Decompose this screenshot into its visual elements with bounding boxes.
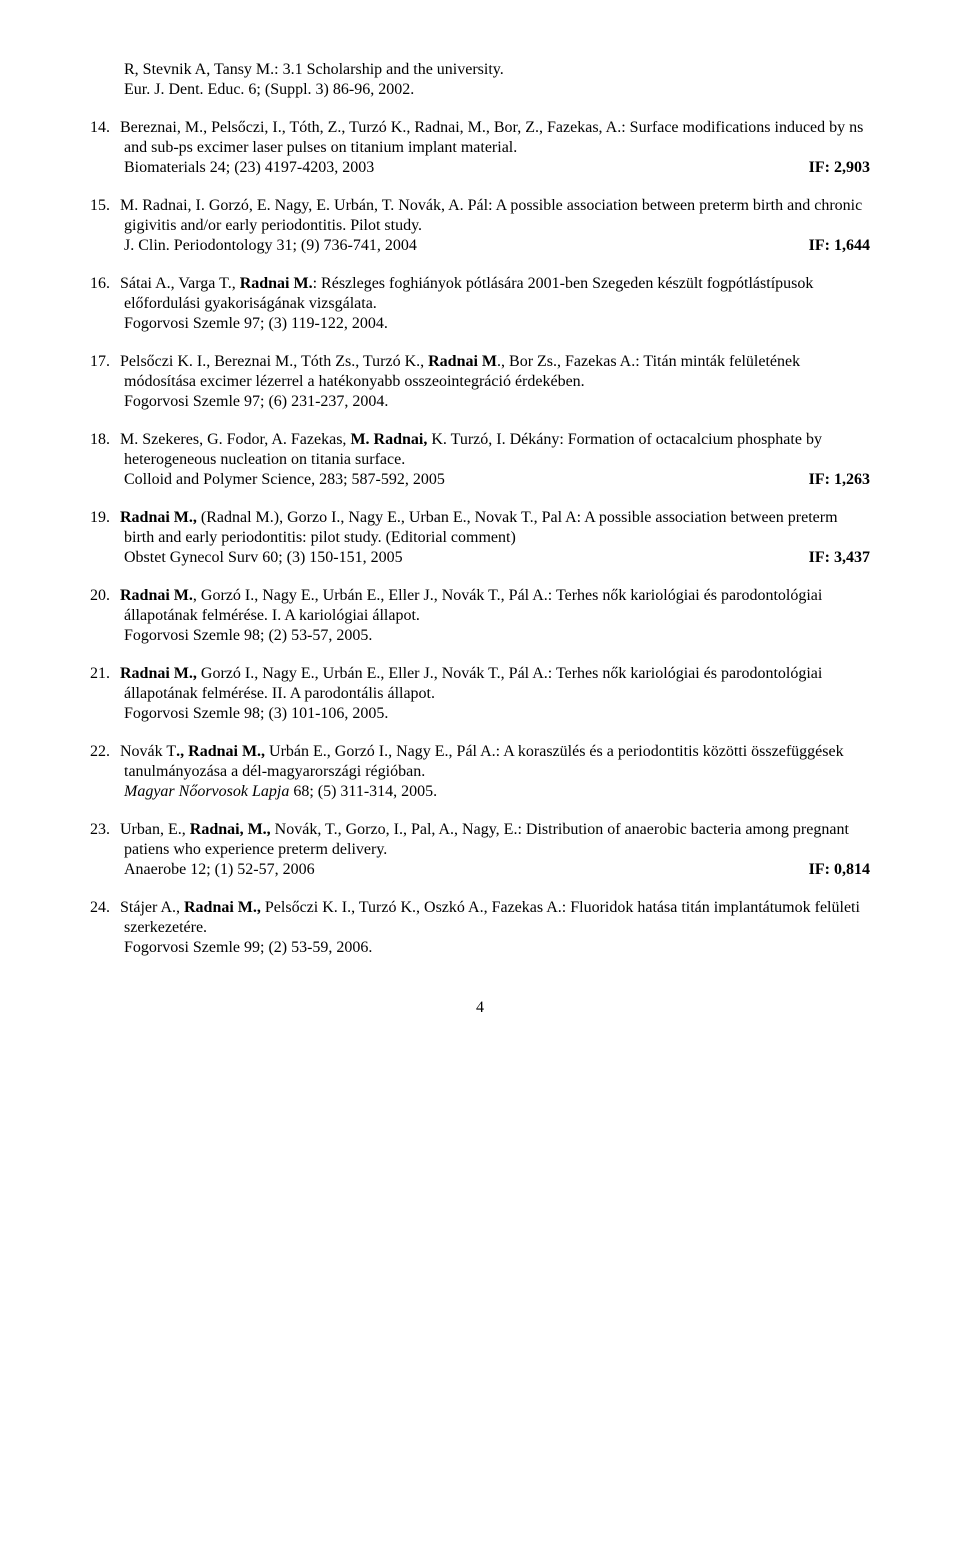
reference-journal: Obstet Gynecol Surv 60; (3) 150-151, 200…	[124, 548, 789, 568]
reference-journal-row: Colloid and Polymer Science, 283; 587-59…	[90, 470, 870, 490]
reference-impact-factor: IF: 0,814	[789, 860, 870, 880]
reference-text: 22.Novák T., Radnai M., Urbán E., Gorzó …	[90, 742, 870, 782]
reference-text: 21.Radnai M., Gorzó I., Nagy E., Urbán E…	[90, 664, 870, 704]
reference-journal: Anaerobe 12; (1) 52-57, 2006	[124, 860, 789, 880]
reference-text: 24.Stájer A., Radnai M., Pelsőczi K. I.,…	[90, 898, 870, 938]
reference-entry: 19.Radnai M., (Radnal M.), Gorzo I., Nag…	[90, 508, 870, 568]
reference-text: 16.Sátai A., Varga T., Radnai M.: Részle…	[90, 274, 870, 314]
reference-entry: 14.Bereznai, M., Pelsőczi, I., Tóth, Z.,…	[90, 118, 870, 178]
reference-text: 17.Pelsőczi K. I., Bereznai M., Tóth Zs.…	[90, 352, 870, 392]
reference-journal-row: J. Clin. Periodontology 31; (9) 736-741,…	[90, 236, 870, 256]
reference-entry: 24.Stájer A., Radnai M., Pelsőczi K. I.,…	[90, 898, 870, 958]
reference-journal: Magyar Nőorvosok Lapja 68; (5) 311-314, …	[90, 782, 870, 802]
leadin-block: R, Stevnik A, Tansy M.: 3.1 Scholarship …	[90, 60, 870, 100]
reference-journal-row: Biomaterials 24; (23) 4197-4203, 2003IF:…	[90, 158, 870, 178]
reference-text: 23.Urban, E., Radnai, M., Novák, T., Gor…	[90, 820, 870, 860]
reference-entry: 22.Novák T., Radnai M., Urbán E., Gorzó …	[90, 742, 870, 802]
reference-journal: Fogorvosi Szemle 99; (2) 53-59, 2006.	[90, 938, 870, 958]
page-number: 4	[90, 998, 870, 1018]
reference-entry: 17.Pelsőczi K. I., Bereznai M., Tóth Zs.…	[90, 352, 870, 412]
reference-text: 18.M. Szekeres, G. Fodor, A. Fazekas, M.…	[90, 430, 870, 470]
reference-journal: Fogorvosi Szemle 97; (6) 231-237, 2004.	[90, 392, 870, 412]
reference-impact-factor: IF: 2,903	[789, 158, 870, 178]
reference-journal: Biomaterials 24; (23) 4197-4203, 2003	[124, 158, 789, 178]
reference-entry: 20.Radnai M., Gorzó I., Nagy E., Urbán E…	[90, 586, 870, 646]
reference-entry: 16.Sátai A., Varga T., Radnai M.: Részle…	[90, 274, 870, 334]
reference-entry: 21.Radnai M., Gorzó I., Nagy E., Urbán E…	[90, 664, 870, 724]
reference-journal: Fogorvosi Szemle 97; (3) 119-122, 2004.	[90, 314, 870, 334]
reference-impact-factor: IF: 1,263	[789, 470, 870, 490]
reference-text: 15.M. Radnai, I. Gorzó, E. Nagy, E. Urbá…	[90, 196, 870, 236]
reference-journal: J. Clin. Periodontology 31; (9) 736-741,…	[124, 236, 789, 256]
reference-impact-factor: IF: 1,644	[789, 236, 870, 256]
reference-text: 14.Bereznai, M., Pelsőczi, I., Tóth, Z.,…	[90, 118, 870, 158]
leadin-line1: R, Stevnik A, Tansy M.: 3.1 Scholarship …	[124, 60, 870, 80]
reference-text: 20.Radnai M., Gorzó I., Nagy E., Urbán E…	[90, 586, 870, 626]
reference-journal: Fogorvosi Szemle 98; (3) 101-106, 2005.	[90, 704, 870, 724]
reference-journal: Fogorvosi Szemle 98; (2) 53-57, 2005.	[90, 626, 870, 646]
reference-entry: 18.M. Szekeres, G. Fodor, A. Fazekas, M.…	[90, 430, 870, 490]
reference-impact-factor: IF: 3,437	[789, 548, 870, 568]
reference-journal-row: Obstet Gynecol Surv 60; (3) 150-151, 200…	[90, 548, 870, 568]
reference-entry: 23.Urban, E., Radnai, M., Novák, T., Gor…	[90, 820, 870, 880]
reference-list: 14.Bereznai, M., Pelsőczi, I., Tóth, Z.,…	[90, 118, 870, 958]
reference-journal-row: Anaerobe 12; (1) 52-57, 2006IF: 0,814	[90, 860, 870, 880]
reference-journal: Colloid and Polymer Science, 283; 587-59…	[124, 470, 789, 490]
leadin-line2: Eur. J. Dent. Educ. 6; (Suppl. 3) 86-96,…	[124, 80, 870, 100]
reference-entry: 15.M. Radnai, I. Gorzó, E. Nagy, E. Urbá…	[90, 196, 870, 256]
reference-text: 19.Radnai M., (Radnal M.), Gorzo I., Nag…	[90, 508, 870, 548]
